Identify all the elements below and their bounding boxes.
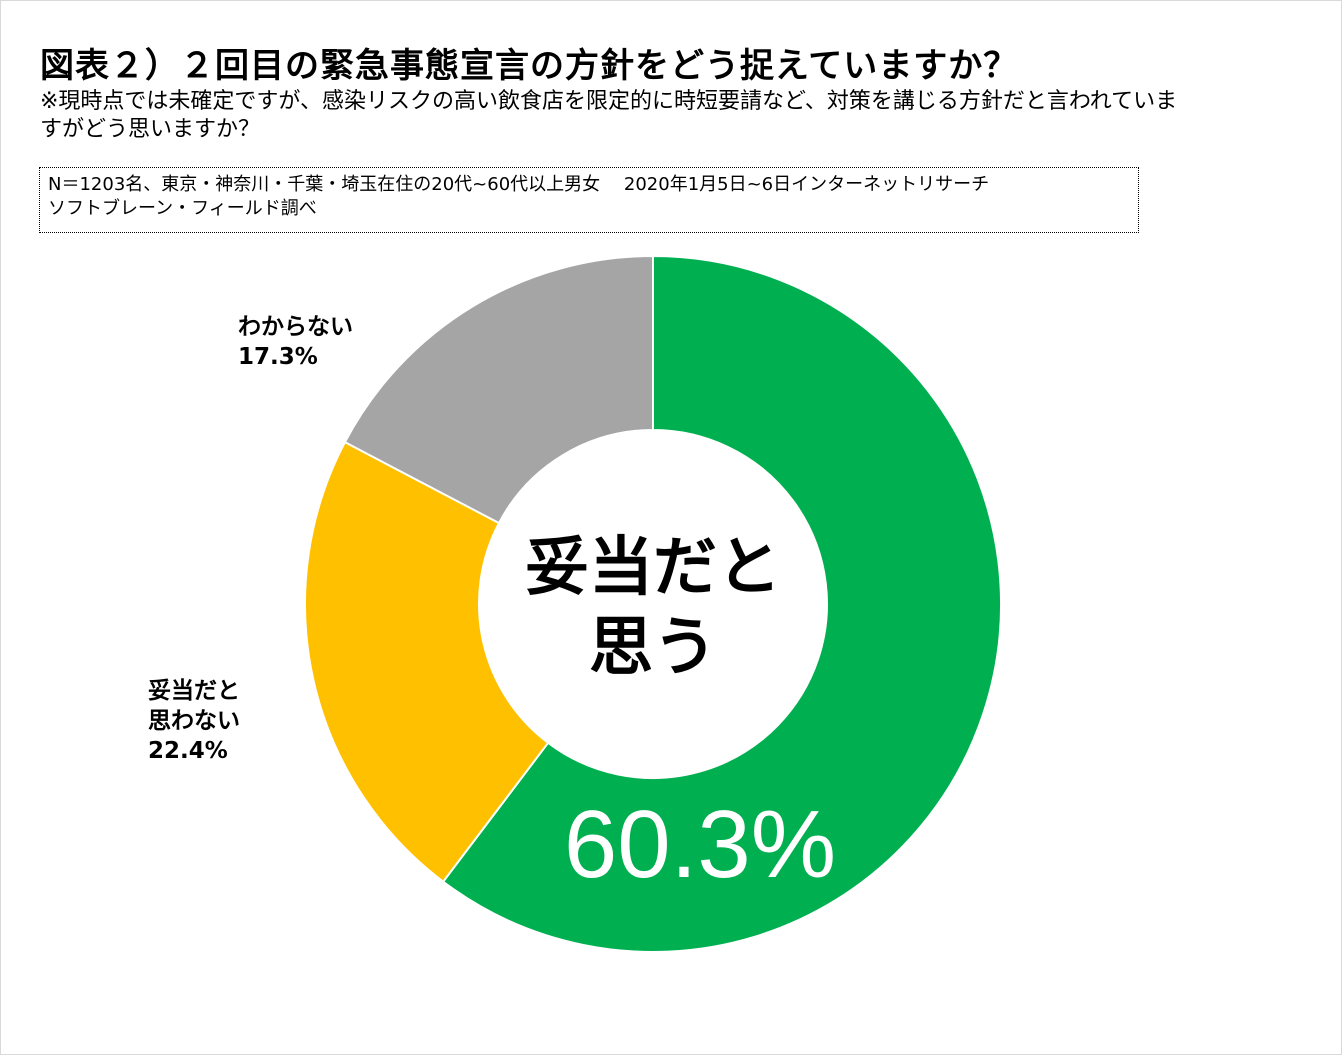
label-not-agree-name-2: 思わない [148,708,240,734]
donut-slice-2 [343,254,654,525]
donut-slice-0 [441,254,1002,953]
label-not-agree-value: 22.4% [148,738,228,764]
label-not-agree-name-1: 妥当だと [148,678,240,704]
label-not-agree: 妥当だと 思わない 22.4% [148,676,240,766]
chart-title: 図表２）２回目の緊急事態宣言の方針をどう捉えていますか？ [40,46,1019,86]
survey-note-line-2: ソフトブレーン・フィールド調べ [48,198,317,219]
center-label-line-1: 妥当だと [525,531,781,605]
label-agree-value: 60.3% [563,791,837,898]
donut-slice-1 [304,440,550,884]
label-unknown-name: わからない [238,314,353,340]
survey-note-line-1: N＝1203名、東京・神奈川・千葉・埼玉在住の20代~60代以上男女 2020年… [48,174,990,195]
label-unknown: わからない 17.3% [238,312,353,372]
chart-subtitle: ※現時点では未確定ですが、感染リスクの高い飲食店を限定的に時短要請など、対策を講… [40,89,1178,142]
center-label-line-2: 思う [589,611,717,685]
survey-note: N＝1203名、東京・神奈川・千葉・埼玉在住の20代~60代以上男女 2020年… [39,167,1139,233]
center-label: 妥当だと 思う [453,528,853,688]
label-unknown-value: 17.3% [238,344,318,370]
